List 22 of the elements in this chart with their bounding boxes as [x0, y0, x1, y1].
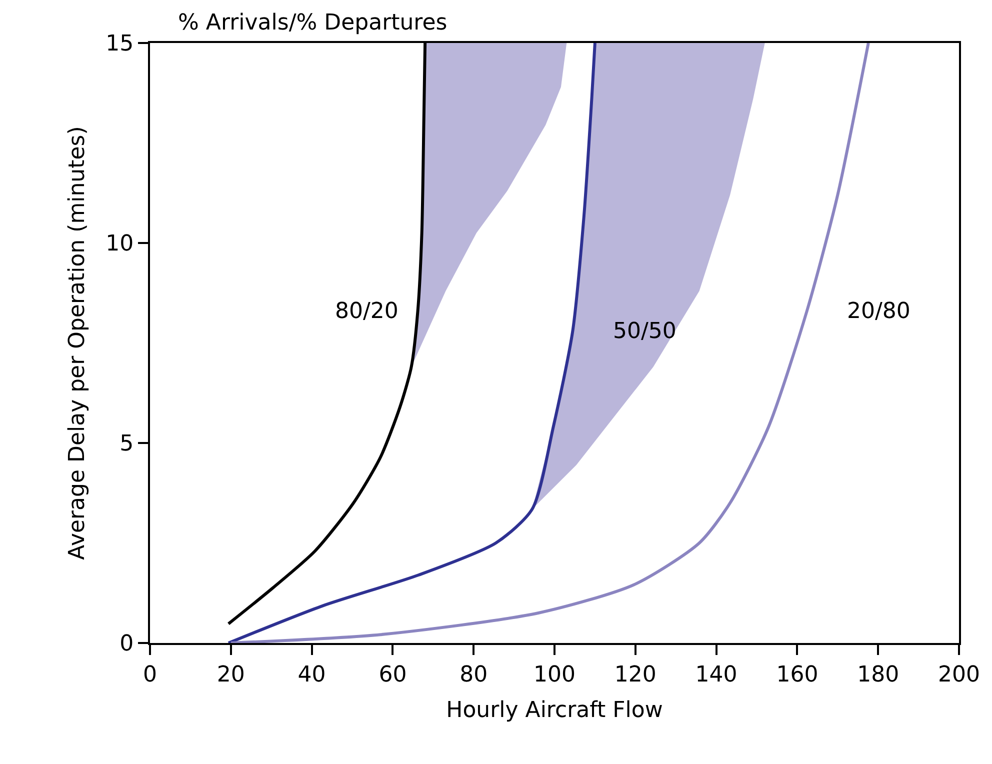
y-tick-label: 10 [106, 232, 134, 257]
x-tick-label: 60 [378, 662, 407, 688]
x-tick-label: 20 [216, 662, 245, 688]
series-label: 20/80 [847, 299, 910, 324]
series-label: 50/50 [613, 319, 676, 344]
x-tick-label: 100 [534, 662, 576, 688]
x-tick-label: 120 [614, 662, 656, 688]
y-tick-label: 5 [120, 432, 134, 457]
x-tick-label: 0 [143, 662, 157, 688]
x-tick-label: 80 [460, 662, 488, 688]
y-axis-title: Average Delay per Operation (minutes) [64, 126, 90, 560]
x-axis-title: Hourly Aircraft Flow [446, 698, 663, 723]
x-tick-label: 40 [298, 662, 326, 688]
y-tick-label: 15 [106, 32, 134, 57]
x-tick-label: 140 [695, 662, 738, 688]
chart-title: % Arrivals/% Departures [178, 10, 448, 36]
x-tick-label: 160 [776, 662, 818, 688]
series-label: 80/20 [335, 299, 398, 324]
x-tick-label: 200 [938, 662, 980, 688]
line-series [226, 43, 596, 643]
y-tick-label: 0 [120, 632, 134, 657]
x-tick-label: 180 [857, 662, 900, 688]
